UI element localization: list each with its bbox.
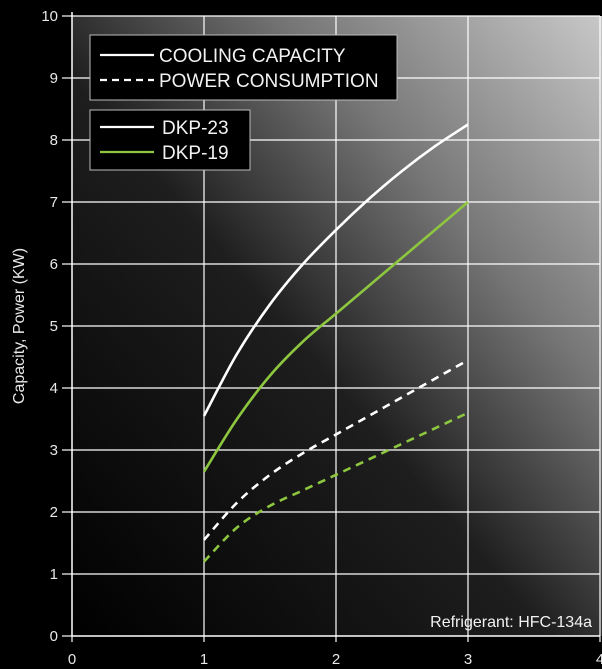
x-tick-label: 3 xyxy=(464,651,472,668)
legend-models: DKP-23 DKP-19 xyxy=(89,109,251,171)
series-line-dkp-19-capacity xyxy=(202,201,469,473)
y-tick-label: 9 xyxy=(50,70,58,87)
y-tick-label: 7 xyxy=(50,194,58,211)
y-tick-label: 1 xyxy=(50,566,58,583)
x-tick-label: 1 xyxy=(200,651,208,668)
grid xyxy=(72,15,601,636)
legend-style-box xyxy=(89,34,398,101)
series-layer xyxy=(202,123,469,563)
series-line-dkp-23-power xyxy=(203,358,469,541)
x-tick-label: 0 xyxy=(68,651,76,668)
x-tick-label: 2 xyxy=(332,651,340,668)
y-tick-label: 4 xyxy=(50,380,58,397)
y-tick-label: 0 xyxy=(50,628,58,645)
x-tick-label: 4 xyxy=(596,651,602,668)
refrigerant-annotation: Refrigerant: HFC-134a xyxy=(430,614,592,631)
y-tick-label: 2 xyxy=(50,504,58,521)
legend-power-consumption-label: POWER CONSUMPTION xyxy=(159,71,379,92)
legend-dkp19-label: DKP-19 xyxy=(162,143,229,164)
y-tick-label: 6 xyxy=(50,256,58,273)
legend-model-box xyxy=(89,109,251,171)
axes: 0 1 2 3 4 5 6 7 8 9 10 0 1 2 3 4 xyxy=(41,8,602,668)
series-line-dkp-23-capacity xyxy=(202,123,469,417)
y-axis-title: Capacity, Power (KW) xyxy=(11,248,28,404)
legend-line-style: COOLING CAPACITY POWER CONSUMPTION xyxy=(89,34,398,101)
y-tick-label: 3 xyxy=(50,442,58,459)
legend-cooling-capacity-label: COOLING CAPACITY xyxy=(159,46,346,67)
y-tick-label: 8 xyxy=(50,132,58,149)
legend-dkp23-label: DKP-23 xyxy=(162,118,229,139)
y-tick-label: 10 xyxy=(41,8,58,25)
series-line-dkp-19-power xyxy=(203,411,469,563)
y-tick-label: 5 xyxy=(50,318,58,335)
